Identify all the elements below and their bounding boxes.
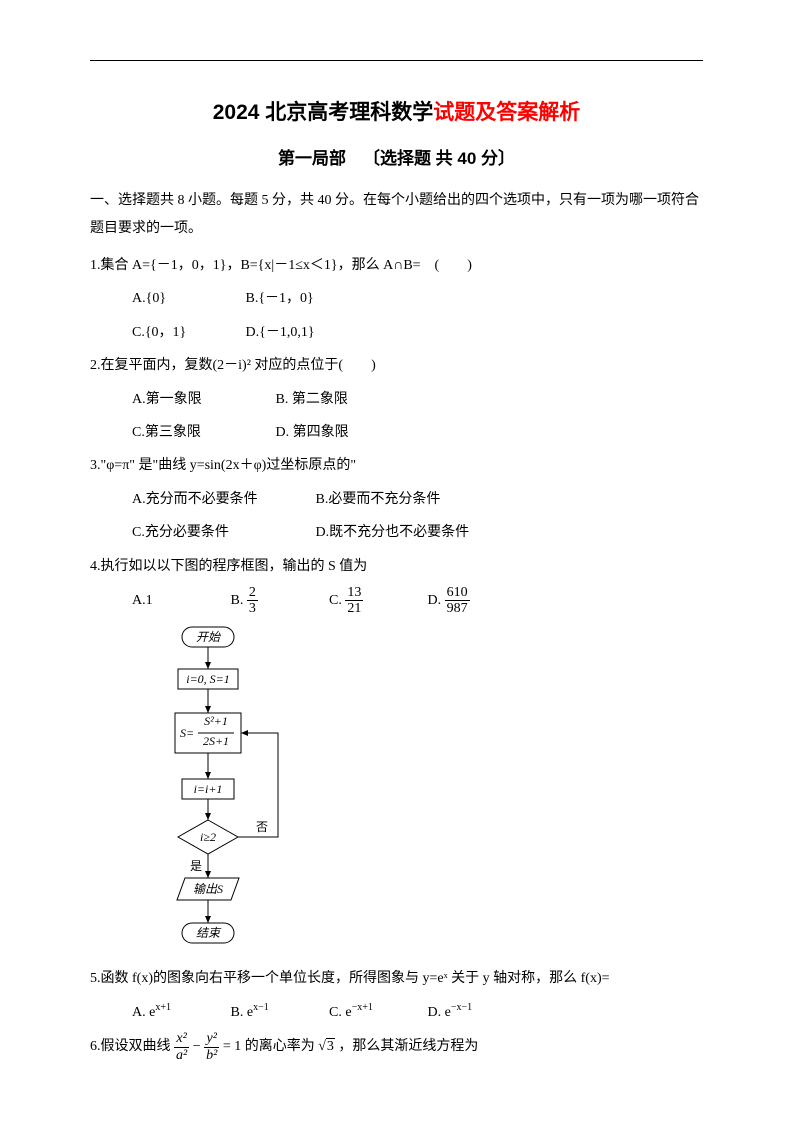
q4-opt-c-num: 13 xyxy=(345,585,363,601)
q4-opt-c-label: C. xyxy=(329,594,342,608)
q4-opt-c: C. 1321 xyxy=(329,585,424,617)
q1-opt-d: D.{－1,0,1} xyxy=(246,318,315,347)
q5-opt-c-sup: −x+1 xyxy=(352,997,373,1018)
q6-frac2: y²b² xyxy=(204,1031,219,1063)
q5-opt-d-sup: −x−1 xyxy=(451,997,472,1018)
q6-frac1-num: x² xyxy=(174,1031,189,1047)
q6-stem: 6.假设双曲线 x²a² − y²b² = 1 的离心率为 3 ，那么其渐近线方… xyxy=(90,1031,703,1063)
q5-opt-b-pre: B. e xyxy=(231,998,254,1027)
q4-opt-b-den: 3 xyxy=(247,601,258,616)
q6-frac1: x²a² xyxy=(174,1031,189,1063)
q5-opt-a-sup: x+1 xyxy=(155,997,171,1018)
flowchart-svg: 开始 i=0, S=1 S= S²+1 2S+1 i=i+1 i≥2 输出S 结束 是 否 xyxy=(138,623,318,953)
q5-options: A. ex+1 B. ex−1 C. e−x+1 D. e−x−1 xyxy=(90,997,703,1027)
q3-opt-c: C.充分必要条件 xyxy=(132,518,312,547)
q4-options: A.1 B. 23 C. 1321 D. 610987 xyxy=(90,585,703,617)
q4-flowchart: 开始 i=0, S=1 S= S²+1 2S+1 i=i+1 i≥2 输出S 结束 是 否 xyxy=(138,623,703,958)
q3-options-row2: C.充分必要条件 D.既不充分也不必要条件 xyxy=(90,518,703,547)
q4-opt-c-den: 21 xyxy=(345,601,363,616)
q4-stem: 4.执行如以以下图的程序框图，输出的 S 值为 xyxy=(90,552,703,581)
q6-sqrt: 3 xyxy=(318,1032,335,1061)
title-black: 2024 北京高考理科数学 xyxy=(213,101,434,124)
top-rule xyxy=(90,60,703,61)
q5-opt-c: C. e−x+1 xyxy=(329,997,424,1027)
q5-opt-d: D. e−x−1 xyxy=(428,997,473,1027)
svg-text:S=: S= xyxy=(180,726,194,740)
q6-sqrt-val: 3 xyxy=(326,1038,335,1054)
q3-options-row1: A.充分而不必要条件 B.必要而不充分条件 xyxy=(90,485,703,514)
q5-opt-d-pre: D. e xyxy=(428,998,451,1027)
svg-text:输出S: 输出S xyxy=(193,882,223,896)
q6-mid: 的离心率为 xyxy=(245,1039,319,1054)
svg-text:是: 是 xyxy=(190,859,202,873)
q2-opt-d: D. 第四象限 xyxy=(276,418,349,447)
q4-opt-b-label: B. xyxy=(231,594,244,608)
q1-opt-a: A.{0} xyxy=(132,284,242,313)
q3-opt-b: B.必要而不充分条件 xyxy=(316,485,441,514)
q5-opt-c-pre: C. e xyxy=(329,998,352,1027)
section-subtitle: 第一局部 〔选择题 共 40 分〕 xyxy=(90,144,703,169)
q1-opt-c: C.{0，1} xyxy=(132,318,242,347)
q4-opt-b-num: 2 xyxy=(247,585,258,601)
q4-opt-d-frac: 610987 xyxy=(445,585,470,617)
svg-text:2S+1: 2S+1 xyxy=(203,734,229,748)
q6-post: ，那么其渐近线方程为 xyxy=(338,1039,478,1054)
section-intro: 一、选择题共 8 小题。每题 5 分，共 40 分。在每个小题给出的四个选项中，… xyxy=(90,187,703,243)
q2-stem: 2.在复平面内，复数(2－i)² 对应的点位于( ) xyxy=(90,351,703,380)
q5-stem: 5.函数 f(x)的图象向右平移一个单位长度，所得图象与 y=eˣ 关于 y 轴… xyxy=(90,964,703,993)
q2-opt-c: C.第三象限 xyxy=(132,418,272,447)
q5-opt-b-sup: x−1 xyxy=(253,997,269,1018)
title-red: 试题及答案解析 xyxy=(433,101,580,124)
q1-options-row2: C.{0，1} D.{－1,0,1} xyxy=(90,318,703,347)
svg-text:开始: 开始 xyxy=(196,630,221,644)
page: 2024 北京高考理科数学试题及答案解析 第一局部 〔选择题 共 40 分〕 一… xyxy=(0,0,793,1107)
q3-opt-d: D.既不充分也不必要条件 xyxy=(316,518,470,547)
q1-opt-b: B.{－1，0} xyxy=(246,284,314,313)
q4-opt-b: B. 23 xyxy=(231,585,326,617)
svg-text:否: 否 xyxy=(256,820,268,834)
q2-options-row2: C.第三象限 D. 第四象限 xyxy=(90,418,703,447)
svg-text:i≥2: i≥2 xyxy=(200,830,216,844)
q4-opt-c-frac: 1321 xyxy=(345,585,363,617)
q3-stem: 3."φ=π" 是"曲线 y=sin(2x＋φ)过坐标原点的" xyxy=(90,451,703,480)
q2-options-row1: A.第一象限 B. 第二象限 xyxy=(90,385,703,414)
q5-opt-b: B. ex−1 xyxy=(231,997,326,1027)
svg-text:结束: 结束 xyxy=(196,926,222,940)
q5-opt-a: A. ex+1 xyxy=(132,997,227,1027)
q4-opt-d-num: 610 xyxy=(445,585,470,601)
svg-text:S²+1: S²+1 xyxy=(204,714,228,728)
q6-frac2-num: y² xyxy=(204,1031,219,1047)
svg-text:i=i+1: i=i+1 xyxy=(194,782,223,796)
q5-opt-a-pre: A. e xyxy=(132,998,155,1027)
q4-opt-b-frac: 23 xyxy=(247,585,258,617)
main-title: 2024 北京高考理科数学试题及答案解析 xyxy=(90,96,703,126)
q1-stem: 1.集合 A={－1，0，1}，B={x|－1≤x＜1}，那么 A∩B= ( ) xyxy=(90,251,703,280)
q4-opt-a: A.1 xyxy=(132,594,227,608)
svg-text:i=0, S=1: i=0, S=1 xyxy=(186,672,230,686)
q2-opt-a: A.第一象限 xyxy=(132,385,272,414)
q6-eq: = 1 xyxy=(223,1039,241,1054)
q4-opt-d-label: D. xyxy=(428,594,442,608)
q4-opt-d: D. 610987 xyxy=(428,585,470,617)
q4-opt-d-den: 987 xyxy=(445,601,470,616)
q6-pre: 6.假设双曲线 xyxy=(90,1039,174,1054)
q1-options-row1: A.{0} B.{－1，0} xyxy=(90,284,703,313)
q2-opt-b: B. 第二象限 xyxy=(276,385,348,414)
q3-opt-a: A.充分而不必要条件 xyxy=(132,485,312,514)
q6-minus: − xyxy=(193,1039,204,1054)
q6-frac1-den: a² xyxy=(174,1048,189,1063)
q6-frac2-den: b² xyxy=(204,1048,219,1063)
